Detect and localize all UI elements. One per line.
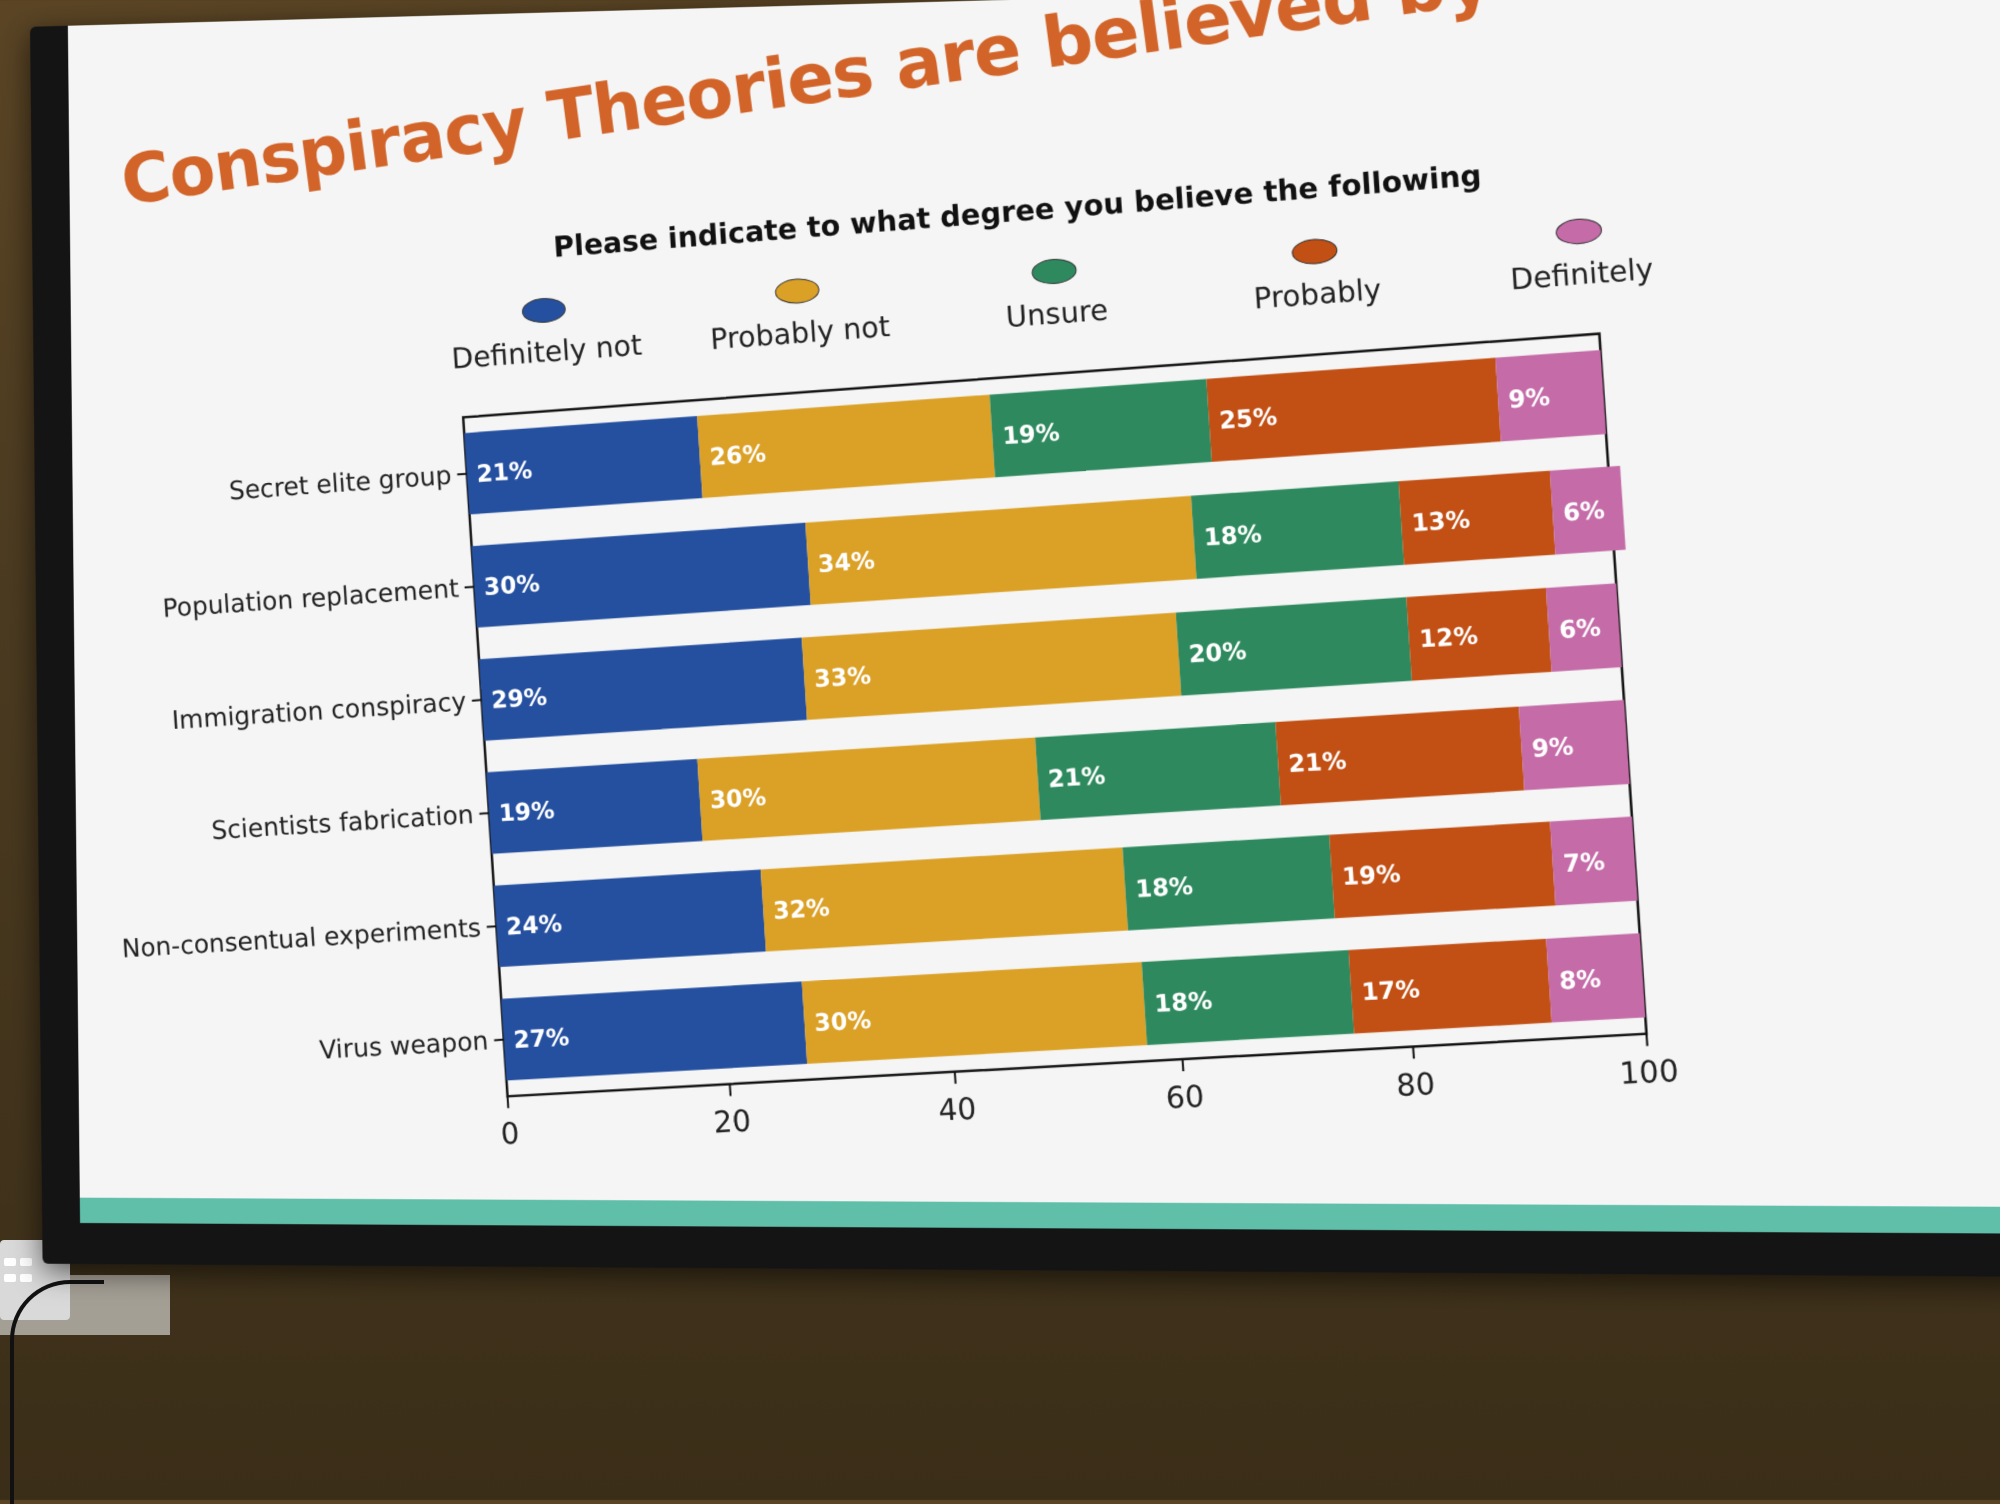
bar-label-4-2: 30% (709, 783, 767, 815)
bar-label-4-3: 21% (1047, 761, 1106, 793)
bar-label-3-2: 33% (813, 661, 872, 693)
bar-label-4-4: 21% (1287, 746, 1347, 778)
bar-label-1-5: 9% (1507, 382, 1551, 414)
bar-label-5-1: 24% (505, 909, 563, 940)
bar-label-3-5: 6% (1558, 613, 1602, 645)
chart-subtitle: Please indicate to what degree you belie… (552, 157, 1482, 264)
category-label-5: Non-consentual experiments (121, 913, 482, 964)
x-tick-label-100: 100 (1618, 1053, 1679, 1091)
x-tick-0 (508, 1096, 509, 1108)
bar-label-1-3: 19% (1001, 418, 1060, 450)
bar-label-2-1: 30% (483, 569, 540, 601)
bar-label-5-5: 7% (1562, 847, 1606, 878)
x-tick-60 (1183, 1059, 1184, 1071)
y-tick-2 (465, 587, 475, 588)
legend-marker-probably (1292, 238, 1338, 266)
y-tick-3 (472, 700, 482, 701)
legend-label-unsure: Unsure (1005, 292, 1109, 334)
x-tick-40 (955, 1072, 956, 1084)
display-screen: Conspiracy Theories are believed by many… (30, 0, 2000, 1277)
x-tick-80 (1413, 1047, 1414, 1059)
bar-label-3-3: 20% (1188, 636, 1248, 668)
x-tick-label-40: 40 (937, 1091, 977, 1127)
category-label-4: Scientists fabrication (211, 800, 475, 846)
legend-marker-definitely (1555, 218, 1602, 246)
y-tick-4 (479, 813, 489, 814)
bar-label-5-3: 18% (1134, 872, 1194, 904)
x-tick-label-20: 20 (712, 1104, 752, 1140)
legend-label-probably-not: Probably not (709, 309, 891, 357)
legend-marker-probably-not (775, 277, 820, 304)
y-tick-1 (457, 474, 467, 475)
bar-label-2-3: 18% (1203, 519, 1263, 551)
bar-label-5-2: 32% (772, 893, 830, 925)
bar-label-2-5: 6% (1562, 496, 1606, 528)
x-tick-label-80: 80 (1395, 1066, 1436, 1103)
x-tick-100 (1647, 1034, 1648, 1046)
bar-label-6-1: 27% (513, 1023, 571, 1054)
bar-label-3-4: 12% (1418, 621, 1478, 654)
bar-label-6-2: 30% (813, 1006, 872, 1037)
bar-label-6-5: 8% (1558, 964, 1602, 995)
y-tick-5 (487, 926, 497, 927)
bar-label-2-2: 34% (817, 546, 876, 578)
legend-marker-unsure (1031, 258, 1077, 285)
category-label-2: Population replacement (162, 574, 460, 624)
y-tick-6 (494, 1040, 504, 1041)
x-tick-20 (730, 1084, 731, 1096)
bar-label-4-5: 9% (1531, 732, 1575, 763)
legend-marker-definitely-not (522, 297, 566, 324)
presentation-slide: Conspiracy Theories are believed by many… (68, 0, 2000, 1234)
bar-label-1-2: 26% (709, 439, 767, 471)
bar-label-2-4: 13% (1411, 505, 1471, 538)
category-label-3: Immigration conspiracy (171, 687, 467, 736)
legend-label-definitely: Definitely (1509, 251, 1654, 297)
bar-label-1-4: 25% (1218, 402, 1278, 435)
legend-label-probably: Probably (1253, 272, 1383, 316)
bar-label-5-4: 19% (1341, 859, 1401, 891)
bar-label-6-4: 17% (1361, 974, 1421, 1006)
cable (10, 1280, 104, 1504)
category-label-1: Secret elite group (228, 461, 452, 507)
bar-label-1-1: 21% (476, 456, 533, 488)
bar-label-4-1: 19% (498, 796, 556, 827)
x-tick-label-60: 60 (1165, 1079, 1206, 1116)
bar-label-3-1: 29% (490, 683, 548, 715)
legend-label-definitely-not: Definitely not (450, 327, 643, 375)
x-tick-label-0: 0 (500, 1116, 521, 1151)
stacked-bar-chart: Please indicate to what degree you belie… (68, 0, 2000, 1234)
bar-label-6-3: 18% (1154, 986, 1214, 1018)
category-label-6: Virus weapon (318, 1026, 489, 1065)
